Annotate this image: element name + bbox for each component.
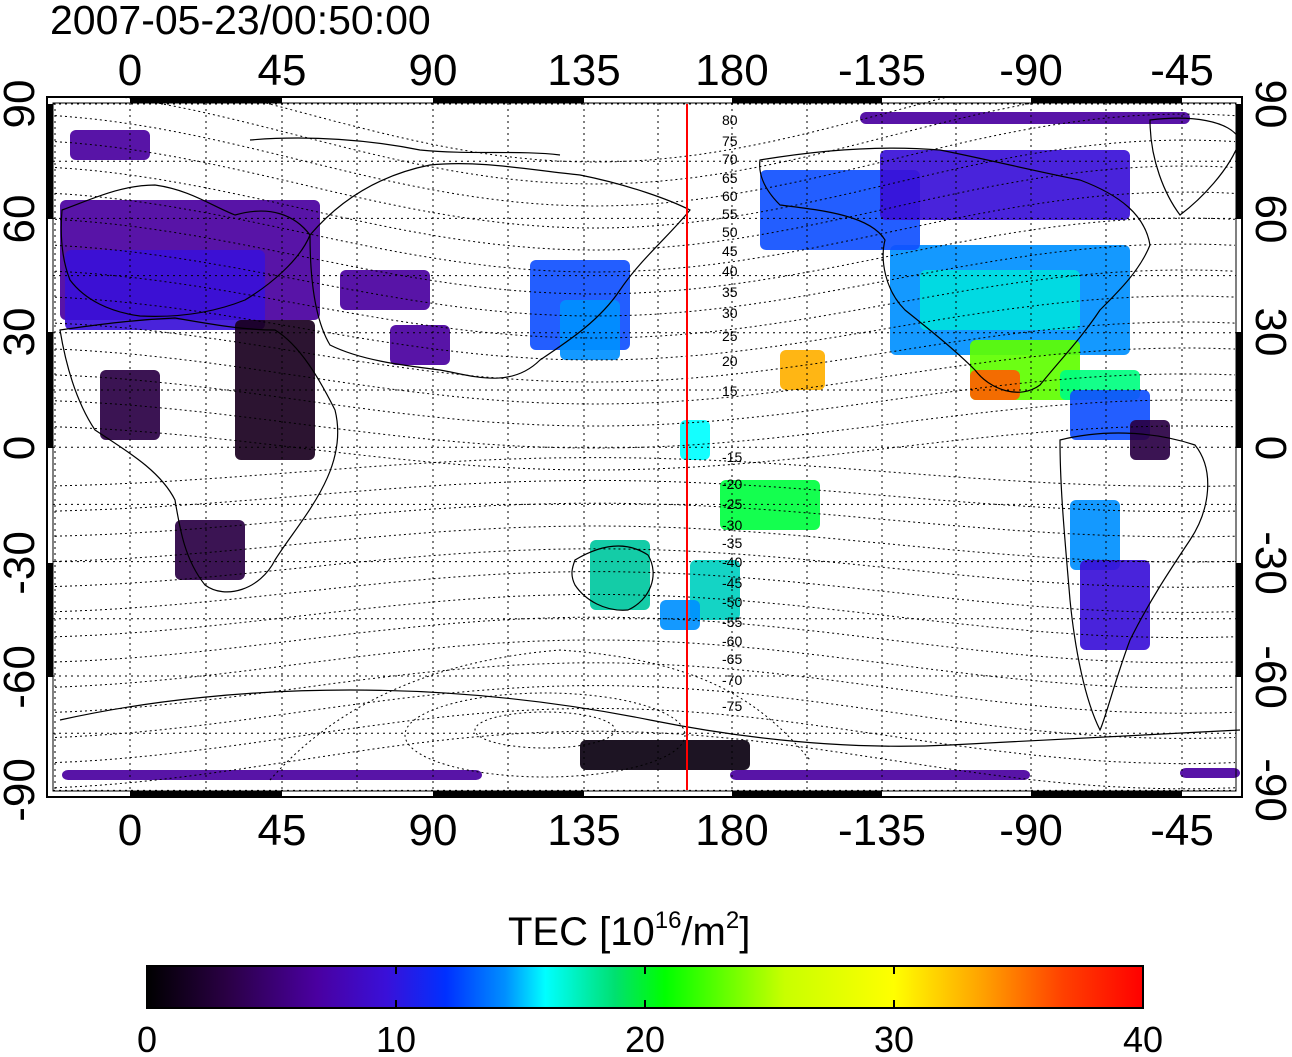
tec-patch [860,112,1190,124]
colorbar-tick-label: 20 [625,1019,665,1057]
left-lat-label: -90 [0,758,44,822]
contour-label: -25 [722,496,742,512]
top-lon-label: 0 [118,46,142,95]
left-lat-label: 0 [0,436,44,460]
bottom-lon-label: -90 [999,806,1063,855]
colorbar-title: TEC [1016/m2] [508,907,750,954]
grid-lines [53,103,1236,791]
right-lat-label: 60 [1246,195,1292,244]
colorbar-tick-labels: 0 10 20 30 40 [137,1019,1163,1057]
bottom-lon-label: 90 [409,806,458,855]
top-lon-label: 180 [695,46,768,95]
contour-label: 50 [722,224,738,240]
right-lat-label: -30 [1246,531,1292,595]
contour-label: -45 [722,575,742,591]
tec-patch [62,770,482,780]
contour-label: -55 [722,614,742,630]
contour-label: -75 [722,698,742,714]
contour-label: 40 [722,263,738,279]
right-latitude-labels: 90 60 30 0 -30 -60 -90 [1246,80,1292,822]
colorbar-tick-label: 30 [874,1019,914,1057]
contour-label: -70 [722,672,742,688]
contour-label: -65 [722,651,742,667]
bottom-lon-label: 45 [258,806,307,855]
contour-label: 25 [722,328,738,344]
contour-label: -40 [722,554,742,570]
contour-label: -35 [722,535,742,551]
bottom-lon-label: -135 [838,806,926,855]
contour-label: 70 [722,151,738,167]
colorbar-tick-label: 0 [137,1019,157,1057]
tec-patch [1070,500,1120,570]
contour-label: 35 [722,284,738,300]
tec-patch [680,420,710,460]
top-longitude-labels: 0 45 90 135 180 -135 -90 -45 [118,46,1214,95]
coastlines [59,117,1241,747]
left-lat-label: -30 [0,531,44,595]
tec-patch [690,560,740,620]
tec-patch [590,540,650,610]
contour-label: 65 [722,170,738,186]
right-lat-label: -90 [1246,758,1292,822]
right-lat-label: 0 [1246,436,1292,460]
bottom-lon-label: 180 [695,806,768,855]
right-lat-label: 30 [1246,308,1292,357]
top-lon-label: 90 [409,46,458,95]
bottom-longitude-labels: 0 45 90 135 180 -135 -90 -45 [118,806,1214,855]
top-lon-label: -90 [999,46,1063,95]
bottom-lon-label: 135 [547,806,620,855]
left-lat-label: -60 [0,645,44,709]
left-lat-label: 30 [0,308,44,357]
bottom-lon-label: 0 [118,806,142,855]
right-lat-label: -60 [1246,645,1292,709]
contour-label: 60 [722,188,738,204]
right-lat-label: 90 [1246,80,1292,129]
timestamp-title: 2007-05-23/00:50:00 [50,0,431,43]
contour-label: -60 [722,633,742,649]
contour-label: 15 [722,383,738,399]
tec-patch [730,770,1030,780]
contour-labels: 80 75 70 65 60 55 50 45 40 35 30 25 20 15 -15 -20 -25 -30… [722,112,742,714]
tec-patch [880,150,1130,220]
left-lat-label: 90 [0,80,44,129]
contour-label: -50 [722,594,742,610]
tec-patch [920,270,1080,330]
contour-label: 75 [722,133,738,149]
colorbar-tick-label: 40 [1123,1019,1163,1057]
colorbar-tick-label: 10 [376,1019,416,1057]
contour-label: -20 [722,476,742,492]
top-lon-label: 135 [547,46,620,95]
bottom-lon-label: -45 [1150,806,1214,855]
tec-patch [1130,420,1170,460]
colorbar-ticks [146,966,1144,1008]
contour-label: 80 [722,112,738,128]
map-plot-area: 80 75 70 65 60 55 50 45 40 35 30 25 20 15 -15 -20 -25 -30… [53,97,1241,791]
tec-patch [1080,560,1150,650]
tec-patch [560,300,620,360]
tec-patch [340,270,430,310]
tec-data-layer [60,112,1240,780]
top-lon-label: -45 [1150,46,1214,95]
tec-patch [780,350,825,390]
left-latitude-labels: 90 60 30 0 -30 -60 -90 [0,80,44,822]
tec-patch [70,130,150,160]
tec-patch [1180,768,1240,778]
frame-ticks [47,97,1242,797]
contour-label: 20 [722,353,738,369]
tec-patch [580,740,750,770]
tec-patch [390,325,450,365]
tec-patch [970,370,1020,400]
contour-label: -15 [722,449,742,465]
contour-label: 30 [722,305,738,321]
top-lon-label: -135 [838,46,926,95]
tec-patch [720,480,820,530]
top-lon-label: 45 [258,46,307,95]
contour-label: 45 [722,243,738,259]
left-lat-label: 60 [0,195,44,244]
tec-patch [660,600,700,630]
contour-label: 55 [722,206,738,222]
tec-patch [175,520,245,580]
contour-label: -30 [722,517,742,533]
